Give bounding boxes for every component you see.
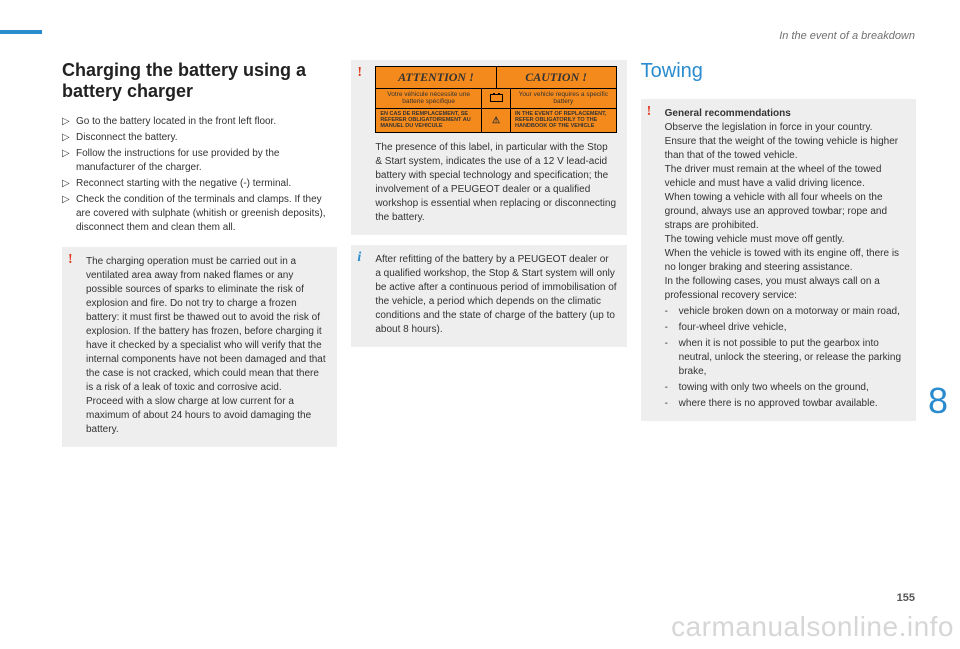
- column-1: Charging the battery using a battery cha…: [62, 60, 337, 447]
- info-text: After refitting of the battery by a PEUG…: [375, 253, 616, 337]
- step-text: Check the condition of the terminals and…: [76, 193, 337, 235]
- label-small-left: EN CAS DE REMPLACEMENT, SE REFERER OBLIG…: [376, 109, 481, 132]
- battery-icon: [481, 89, 511, 108]
- exclaim-icon: !: [647, 105, 652, 119]
- section-title-charging: Charging the battery using a battery cha…: [62, 60, 337, 101]
- label-sub-left: Votre véhicule nécessite une batterie sp…: [376, 89, 481, 108]
- warning-note-charging: ! The charging operation must be carried…: [62, 247, 337, 447]
- step-text: Follow the instructions for use provided…: [76, 147, 337, 175]
- warning-text: The charging operation must be carried o…: [86, 255, 327, 437]
- warning-text-label: The presence of this label, in particula…: [375, 141, 616, 225]
- dash-bullet-icon: -: [665, 305, 679, 319]
- chapter-title-towing: Towing: [641, 60, 916, 83]
- step-text: Disconnect the battery.: [76, 131, 178, 145]
- page-number: 155: [897, 592, 915, 604]
- accent-bar: [0, 30, 42, 34]
- warning-note-towing: ! General recommendations Observe the le…: [641, 99, 916, 421]
- caution-label-graphic: ATTENTION ! CAUTION ! Votre véhicule néc…: [375, 66, 616, 133]
- page-content: Charging the battery using a battery cha…: [62, 60, 916, 447]
- watermark-text: carmanualsonline.info: [671, 611, 954, 643]
- towing-warn-title: General recommendations: [665, 107, 906, 121]
- dash-bullet-icon: -: [665, 321, 679, 335]
- column-2: ! ATTENTION ! CAUTION ! Votre véhicule n…: [351, 60, 626, 447]
- list-item: where there is no approved towbar availa…: [679, 397, 878, 411]
- triangle-bullet-icon: ▷: [62, 147, 76, 175]
- triangle-bullet-icon: ▷: [62, 177, 76, 191]
- nostrike-icon: ⚠: [481, 109, 511, 132]
- list-item: vehicle broken down on a motorway or mai…: [679, 305, 900, 319]
- label-head-right: CAUTION !: [497, 67, 616, 89]
- exclaim-icon: !: [357, 66, 362, 80]
- label-sub-right: Your vehicle requires a specific battery: [511, 89, 616, 108]
- label-head-left: ATTENTION !: [376, 67, 496, 89]
- chapter-number: 8: [928, 380, 948, 422]
- triangle-bullet-icon: ▷: [62, 131, 76, 145]
- step-text: Reconnect starting with the negative (-)…: [76, 177, 291, 191]
- column-3: Towing ! General recommendations Observe…: [641, 60, 916, 447]
- list-item: when it is not possible to put the gearb…: [679, 337, 906, 379]
- charging-steps: ▷Go to the battery located in the front …: [62, 115, 337, 237]
- dash-bullet-icon: -: [665, 337, 679, 379]
- triangle-bullet-icon: ▷: [62, 115, 76, 129]
- info-icon: i: [357, 251, 361, 265]
- towing-warn-list: -vehicle broken down on a motorway or ma…: [665, 305, 906, 411]
- dash-bullet-icon: -: [665, 381, 679, 395]
- exclaim-icon: !: [68, 253, 73, 267]
- warning-note-label: ! ATTENTION ! CAUTION ! Votre véhicule n…: [351, 60, 626, 235]
- info-note-stopstart: i After refitting of the battery by a PE…: [351, 245, 626, 347]
- breadcrumb: In the event of a breakdown: [779, 30, 915, 42]
- step-text: Go to the battery located in the front l…: [76, 115, 276, 129]
- list-item: four-wheel drive vehicle,: [679, 321, 787, 335]
- list-item: towing with only two wheels on the groun…: [679, 381, 869, 395]
- triangle-bullet-icon: ▷: [62, 193, 76, 235]
- towing-warn-body: Observe the legislation in force in your…: [665, 121, 906, 303]
- dash-bullet-icon: -: [665, 397, 679, 411]
- label-small-right: IN THE EVENT OF REPLACEMENT, REFER OBLIG…: [511, 109, 616, 132]
